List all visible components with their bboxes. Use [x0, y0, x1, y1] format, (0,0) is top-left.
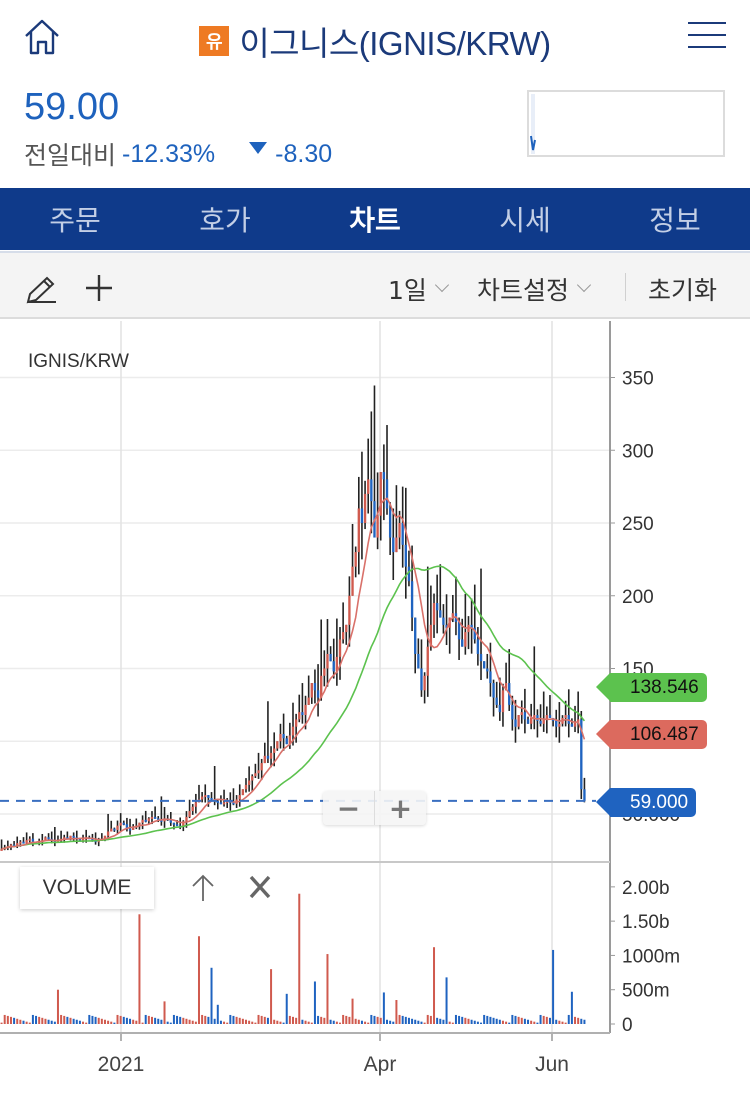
svg-text:0: 0	[622, 1015, 633, 1036]
ma-long-value-tag: 138.546	[596, 673, 707, 702]
chart-settings-label: 차트설정	[477, 276, 570, 305]
top-bar: 유 이그니스(IGNIS/KRW)	[0, 0, 750, 80]
reset-button[interactable]: 초기화	[648, 276, 718, 305]
svg-text:500m: 500m	[622, 981, 670, 1002]
svg-text:1.50b: 1.50b	[622, 912, 670, 933]
menu-button[interactable]	[688, 22, 726, 50]
tab-order[interactable]: 주문	[49, 204, 101, 237]
draw-button[interactable]	[24, 275, 58, 305]
chart-toolbar: 1일 차트설정 초기화	[0, 251, 750, 319]
chevron-down-icon	[434, 277, 449, 293]
menu-icon-line	[688, 34, 726, 36]
volume-panel-label[interactable]: VOLUME	[20, 867, 154, 909]
move-panel-up-button[interactable]	[190, 873, 216, 903]
svg-text:350: 350	[622, 369, 654, 390]
title-area: 유 이그니스(IGNIS/KRW)	[0, 18, 750, 64]
interval-select[interactable]: 1일	[388, 271, 449, 307]
interval-label: 1일	[388, 276, 427, 305]
change-percent: -12.33%	[122, 139, 216, 168]
menu-icon-line	[688, 46, 726, 48]
tab-info[interactable]: 정보	[649, 204, 701, 237]
page-title: 이그니스(IGNIS/KRW)	[239, 25, 551, 62]
close-panel-button[interactable]	[248, 873, 272, 908]
arrow-up-icon	[192, 874, 214, 901]
chart-area[interactable]: 50.0001001502002503003502021AprJun0500m1…	[0, 321, 750, 1089]
svg-text:1000m: 1000m	[622, 946, 680, 967]
tab-bar: 주문 호가 차트 시세 정보	[0, 188, 750, 250]
home-icon	[25, 19, 59, 55]
down-triangle-icon	[249, 142, 268, 154]
add-indicator-button[interactable]	[84, 273, 114, 303]
svg-text:2.00b: 2.00b	[622, 878, 670, 899]
change-row: 전일대비 -12.33% -8.30	[24, 136, 332, 172]
zoom-in-button[interactable]: +	[388, 791, 413, 825]
mini-chart-sparkline	[530, 94, 536, 154]
home-button[interactable]	[22, 18, 64, 58]
tab-chart[interactable]: 차트	[349, 204, 401, 237]
svg-text:2021: 2021	[98, 1053, 145, 1076]
chart-symbol-label: IGNIS/KRW	[28, 351, 129, 372]
toolbar-divider	[625, 273, 626, 301]
tab-quotes[interactable]: 시세	[499, 204, 551, 237]
zoom-out-button[interactable]: −	[323, 791, 375, 825]
tab-orderbook[interactable]: 호가	[199, 204, 251, 237]
zoom-control: − +	[323, 791, 426, 825]
chevron-down-icon	[576, 277, 592, 293]
svg-text:Jun: Jun	[535, 1053, 569, 1076]
price-chart-canvas[interactable]: 50.0001001502002503003502021AprJun0500m1…	[0, 321, 750, 1089]
svg-text:Apr: Apr	[364, 1053, 397, 1076]
plus-icon	[86, 275, 112, 301]
last-price-tag: 59.000	[595, 788, 697, 817]
mini-chart	[527, 90, 725, 157]
svg-text:250: 250	[622, 514, 654, 535]
current-price: 59.00	[24, 86, 120, 128]
close-icon	[249, 875, 271, 899]
svg-text:300: 300	[622, 441, 654, 462]
change-amount: -8.30	[275, 139, 333, 168]
warning-badge: 유	[199, 26, 230, 56]
ma-short-value-tag: 106.487	[596, 720, 707, 749]
chart-settings-select[interactable]: 차트설정	[477, 271, 592, 307]
pencil-icon	[26, 276, 56, 304]
menu-icon-line	[688, 22, 726, 24]
svg-text:200: 200	[622, 587, 654, 608]
change-label: 전일대비	[24, 142, 117, 170]
